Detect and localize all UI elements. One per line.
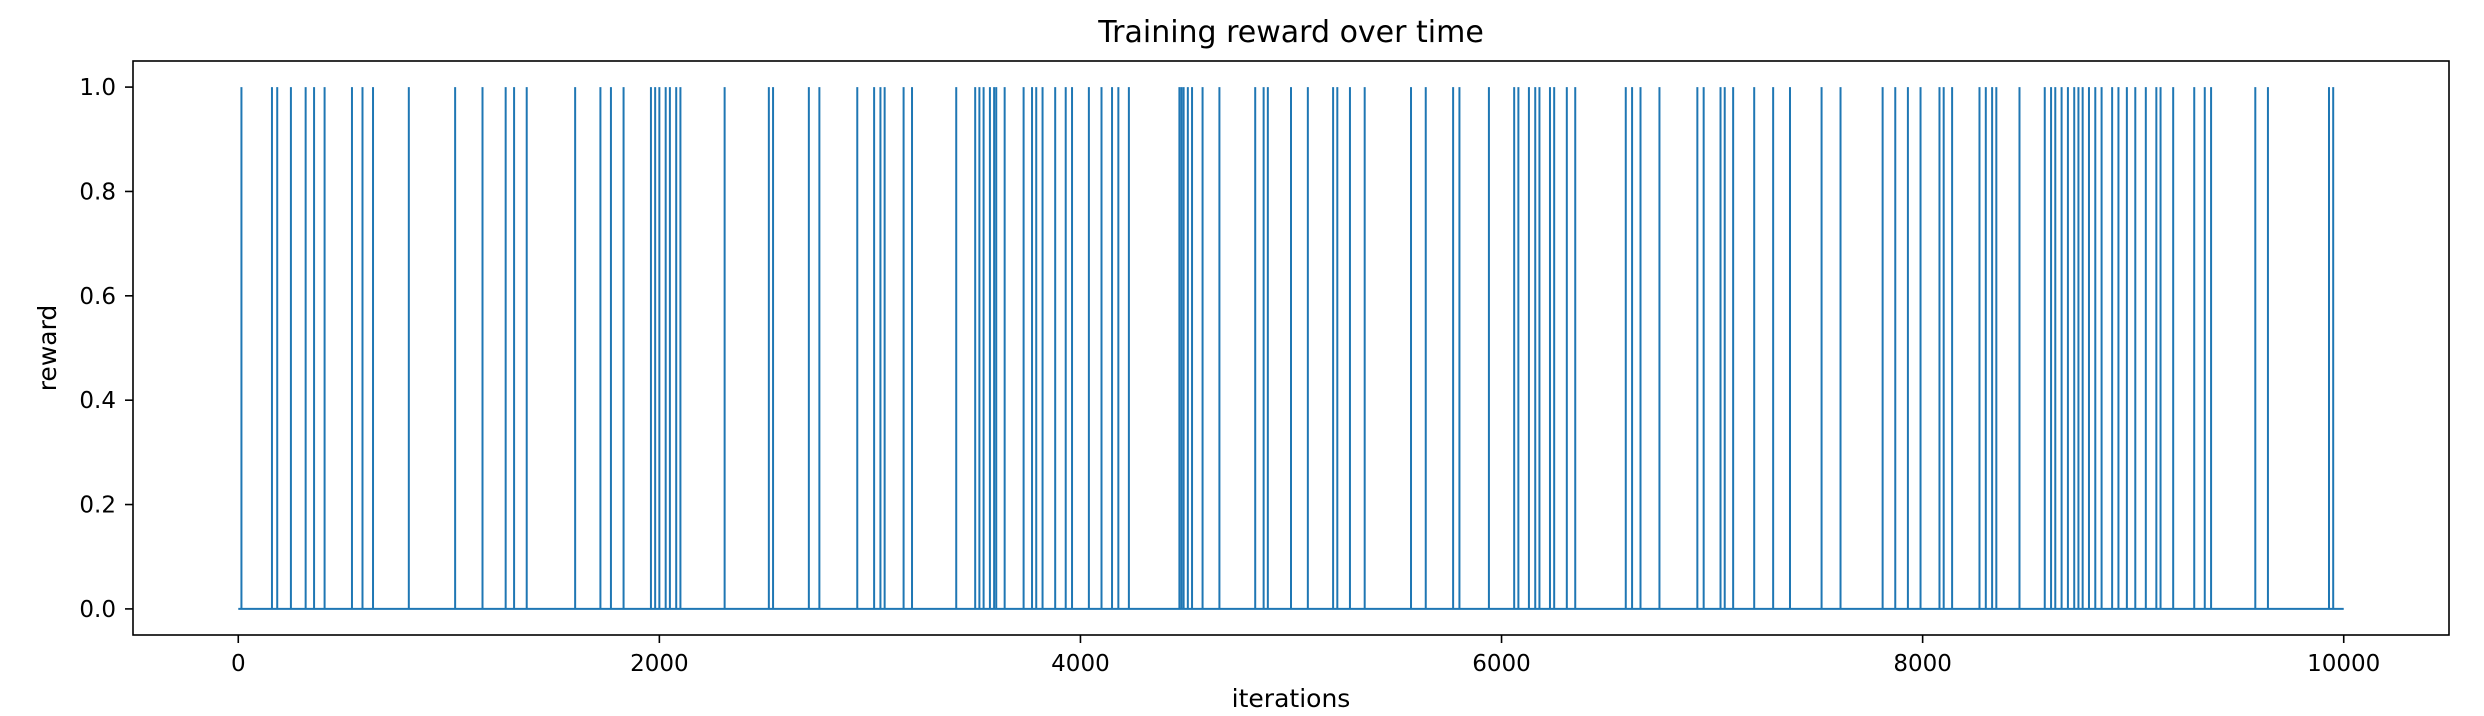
y-axis-label: reward [33,305,62,392]
y-tick-label-0: 0.0 [79,597,116,623]
x-tick-label-1: 2000 [630,651,689,677]
x-axis: 0 2000 4000 6000 8000 10000 [231,635,2380,677]
y-tick-label-3: 0.6 [79,284,116,310]
y-axis: 0.0 0.2 0.4 0.6 0.8 1.0 [79,75,133,623]
y-tick-label-2: 0.4 [79,388,116,414]
x-axis-label: iterations [1232,684,1351,712]
x-tick-label-2: 4000 [1051,651,1110,677]
x-tick-label-0: 0 [231,651,246,677]
x-tick-label-5: 10000 [2307,651,2380,677]
plot-area [132,60,2450,636]
x-tick-label-3: 6000 [1472,651,1531,677]
y-tick-label-5: 1.0 [79,75,116,101]
x-tick-label-4: 8000 [1893,651,1952,677]
plot-frame [132,60,2450,636]
y-tick-label-4: 0.8 [79,179,116,205]
chart-title: Training reward over time [1097,15,1484,50]
y-tick-label-1: 0.2 [79,493,116,519]
series-reward [240,87,2335,609]
